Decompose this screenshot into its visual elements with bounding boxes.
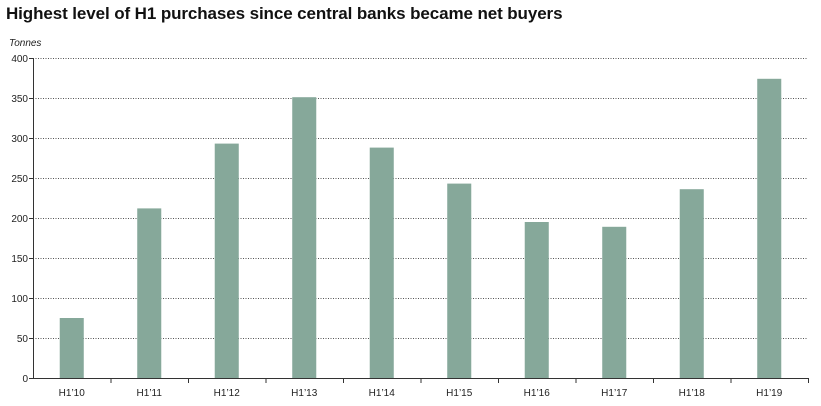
chart-title: Highest level of H1 purchases since cent… [6, 4, 563, 23]
x-tick-label: H1’14 [369, 388, 396, 399]
x-tick-label: H1’19 [756, 388, 783, 399]
x-tick-label: H1’15 [446, 388, 473, 399]
x-tick-label: H1’13 [291, 388, 318, 399]
x-tick-label: H1’11 [137, 388, 163, 399]
bar-H1’18 [679, 189, 704, 378]
x-tick-label: H1’16 [524, 388, 551, 399]
bar-H1’10 [59, 318, 84, 378]
x-tick-label: H1’18 [679, 388, 706, 399]
x-tick-label: H1’10 [59, 388, 86, 399]
bar-H1’16 [524, 222, 549, 378]
y-tick-label: 150 [11, 254, 28, 265]
bar-H1’17 [602, 226, 627, 378]
y-tick-label: 300 [11, 134, 28, 145]
x-tick-label: H1’17 [601, 388, 628, 399]
y-axis-unit-label: Tonnes [9, 38, 42, 49]
y-tick-label: 350 [11, 94, 28, 105]
y-tick-label: 0 [22, 374, 28, 385]
bar-H1’19 [757, 78, 782, 379]
y-tick-label: 200 [11, 214, 28, 225]
y-tick-label: 250 [11, 174, 28, 185]
y-tick-labels: 0 50 100 150 200 250 300 350 400 [11, 54, 28, 385]
bar-H1’12 [214, 143, 239, 378]
y-tick-label: 100 [11, 294, 28, 305]
gridlines [33, 58, 808, 339]
axes [29, 58, 809, 383]
x-tick-label: H1’12 [214, 388, 241, 399]
x-tick-labels: H1’10 H1’11 H1’12 H1’13 H1’14 H1’15 H1’16 H1’17… [59, 388, 783, 399]
bars [59, 78, 782, 379]
bar-H1’15 [447, 183, 472, 378]
bar-H1’14 [369, 147, 394, 378]
bar-H1’11 [137, 208, 162, 378]
y-tick-label: 400 [11, 54, 28, 65]
y-tick-label: 50 [17, 334, 29, 345]
bar-H1’13 [292, 97, 317, 378]
